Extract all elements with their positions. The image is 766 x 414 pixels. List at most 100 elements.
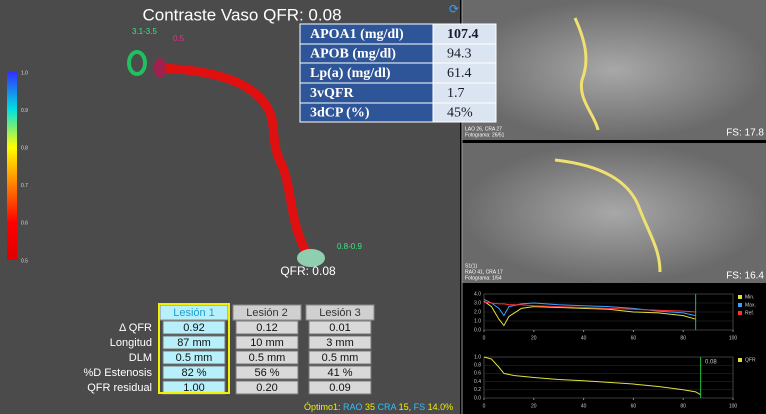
legend-swatch bbox=[738, 303, 742, 307]
cell bbox=[235, 380, 299, 395]
label: 0.5 bbox=[173, 34, 185, 43]
angio-info: Fotograma: 1/54 bbox=[465, 275, 502, 281]
x-tick-label: 0 bbox=[483, 403, 486, 409]
y-tick-label: 4.0 bbox=[474, 291, 481, 297]
footer-part: 14.0% bbox=[425, 402, 453, 412]
y-tick-label: 0.0 bbox=[474, 395, 481, 401]
y-tick-label: 0.2 bbox=[474, 387, 481, 393]
color-scale bbox=[7, 72, 17, 260]
info-value: 107.4 bbox=[447, 27, 479, 42]
cell bbox=[162, 320, 226, 335]
label: 0.8-0.9 bbox=[337, 242, 362, 251]
legend-swatch bbox=[738, 295, 742, 299]
row-label: Longitud bbox=[110, 337, 152, 349]
vessel-3d bbox=[155, 63, 310, 255]
x-tick-label: 80 bbox=[680, 403, 686, 409]
x-tick-label: 20 bbox=[531, 335, 537, 341]
row-label: %D Estenosis bbox=[84, 367, 153, 379]
angiogram-2 bbox=[462, 143, 766, 283]
lesion-header: Lesión 1 bbox=[173, 307, 215, 319]
angio-fs: FS: 16.4 bbox=[726, 271, 764, 282]
angio-info: RAO 41, CRA 17 bbox=[465, 269, 503, 275]
legend-label: Max. bbox=[745, 302, 756, 308]
cell-value: 0.5 mm bbox=[176, 352, 213, 364]
label: QFR: 0.08 bbox=[280, 264, 336, 278]
angio-info: Fotograma: 26/51 bbox=[465, 132, 505, 138]
x-tick-label: 60 bbox=[631, 335, 637, 341]
row-label: QFR residual bbox=[87, 382, 152, 394]
series-line bbox=[483, 300, 696, 327]
x-tick-label: 60 bbox=[631, 403, 637, 409]
x-tick-label: 80 bbox=[680, 335, 686, 341]
angio-info: S1(1) bbox=[465, 263, 478, 269]
series-line bbox=[483, 356, 701, 396]
ring-marker bbox=[154, 58, 166, 78]
row-label: Δ QFR bbox=[119, 322, 152, 334]
cell bbox=[235, 365, 299, 380]
info-value: 61.4 bbox=[447, 66, 472, 81]
cell bbox=[162, 365, 226, 380]
footer-part: 35 bbox=[363, 402, 378, 412]
info-value: 94.3 bbox=[447, 47, 472, 62]
header-cell bbox=[232, 304, 302, 321]
vessel-trace bbox=[573, 17, 600, 131]
info-label: Lp(a) (mg/dl) bbox=[310, 66, 391, 81]
y-tick-label: 1.0 bbox=[474, 318, 481, 324]
footer-part: CRA bbox=[378, 402, 397, 412]
value-cell bbox=[432, 102, 497, 123]
cell bbox=[308, 380, 372, 395]
cell-value: 0.01 bbox=[329, 322, 350, 334]
footer-part: RAO bbox=[343, 402, 363, 412]
cell-value: 82 % bbox=[181, 367, 206, 379]
cell bbox=[235, 350, 299, 365]
cell-value: 0.5 mm bbox=[322, 352, 359, 364]
series-line bbox=[483, 298, 696, 317]
x-tick-label: 40 bbox=[581, 335, 587, 341]
legend-label: Ref. bbox=[745, 310, 754, 316]
selected-outline bbox=[158, 303, 230, 394]
ring-proximal bbox=[127, 50, 147, 76]
x-tick-label: 100 bbox=[729, 335, 738, 341]
cell bbox=[162, 335, 226, 350]
x-tick-label: 40 bbox=[581, 403, 587, 409]
angio-fs: FS: 17.8 bbox=[726, 128, 764, 139]
y-tick-label: 0.0 bbox=[474, 327, 481, 333]
value-cell bbox=[432, 82, 497, 104]
cell-value: 1.00 bbox=[183, 382, 204, 394]
y-tick-label: 1.0 bbox=[474, 354, 481, 360]
cell-value: 56 % bbox=[254, 367, 279, 379]
cell bbox=[235, 320, 299, 335]
label: 3.1-3.5 bbox=[132, 27, 157, 36]
legend-label: QFR bbox=[745, 357, 756, 363]
series-line bbox=[483, 301, 696, 313]
info-label: APOA1 (mg/dl) bbox=[310, 27, 404, 42]
y-tick-label: 0.4 bbox=[474, 379, 481, 385]
info-label: 3vQFR bbox=[310, 86, 354, 101]
info-value: 1.7 bbox=[447, 86, 465, 101]
cell bbox=[308, 320, 372, 335]
lesion-header: Lesión 2 bbox=[246, 307, 288, 319]
cell bbox=[308, 365, 372, 380]
row-label: DLM bbox=[129, 352, 152, 364]
y-tick-label: 2.0 bbox=[474, 309, 481, 315]
cell bbox=[235, 335, 299, 350]
y-tick-label: 0.8 bbox=[474, 363, 481, 369]
legend-swatch bbox=[738, 358, 742, 362]
y-tick-label: 3.0 bbox=[474, 300, 481, 306]
scale-label: 0.9 bbox=[21, 108, 28, 114]
cell-value: 10 mm bbox=[250, 337, 284, 349]
sync-icon[interactable]: ⟳ bbox=[449, 2, 459, 16]
info-label: APOB (mg/dl) bbox=[310, 47, 396, 62]
scale-label: 0.5 bbox=[21, 258, 28, 264]
header-cell bbox=[305, 304, 375, 321]
cell-value: 0.92 bbox=[183, 322, 204, 334]
cell-value: 0.09 bbox=[329, 382, 350, 394]
x-tick-label: 20 bbox=[531, 403, 537, 409]
info-label: 3dCP (%) bbox=[310, 106, 370, 121]
angiogram-1 bbox=[462, 0, 766, 140]
cell bbox=[308, 335, 372, 350]
vessel-trace bbox=[554, 158, 662, 273]
cell bbox=[308, 350, 372, 365]
footer-part: FS bbox=[414, 402, 426, 412]
scale-label: 1.0 bbox=[21, 70, 28, 76]
